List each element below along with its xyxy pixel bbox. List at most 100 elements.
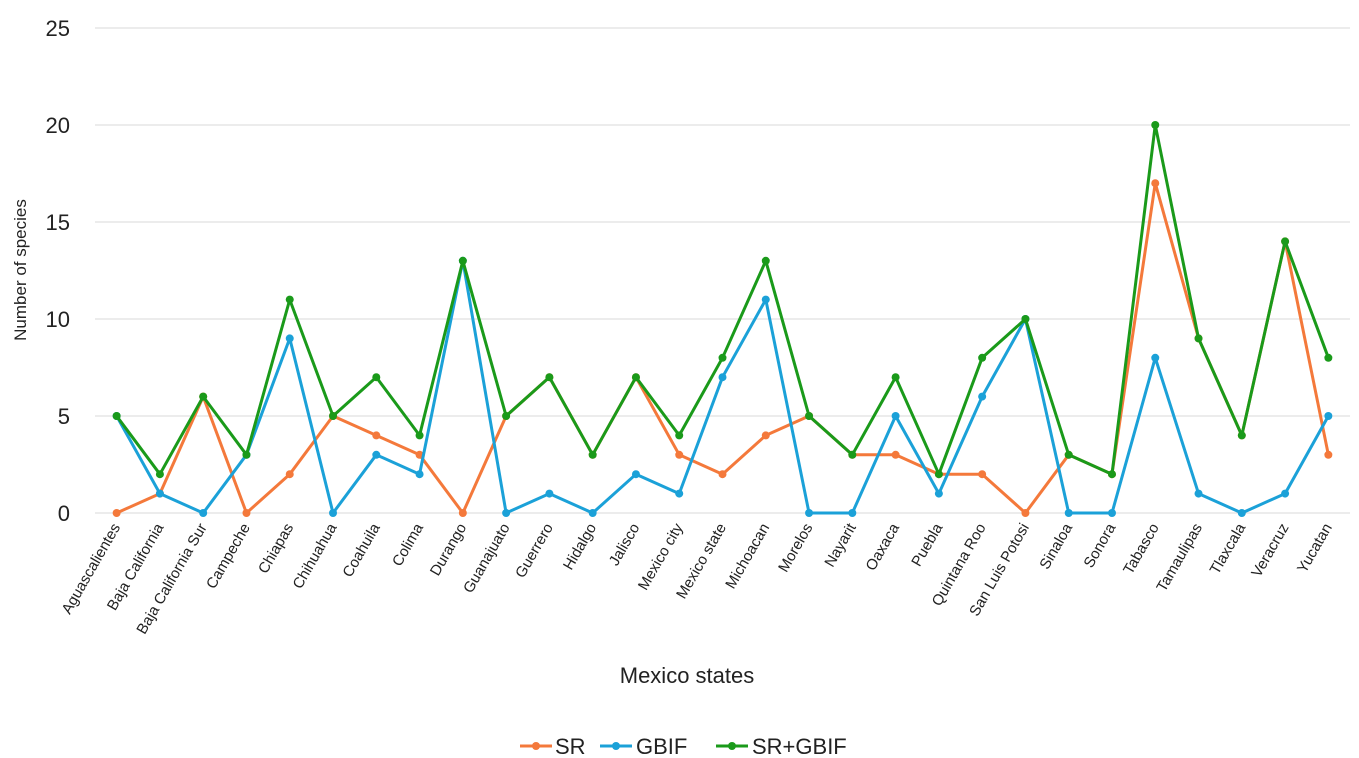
- data-point: [415, 431, 424, 440]
- x-tick-label: Yucatan: [1294, 521, 1336, 576]
- data-point: [285, 295, 294, 304]
- x-tick-label: Sinaloa: [1036, 520, 1076, 572]
- data-point: [805, 412, 814, 420]
- data-point: [1237, 431, 1246, 440]
- data-point: [1194, 334, 1203, 343]
- x-tick-label: Tabasco: [1120, 521, 1163, 578]
- data-point: [1324, 353, 1333, 362]
- y-tick-label: 15: [46, 210, 70, 235]
- data-point: [1107, 509, 1116, 517]
- data-point: [631, 373, 640, 382]
- data-point: [1021, 315, 1030, 323]
- data-point: [805, 509, 814, 517]
- data-point: [718, 353, 727, 362]
- data-point: [1064, 450, 1073, 459]
- legend-marker: [612, 742, 620, 750]
- data-point: [718, 470, 727, 479]
- data-point: [978, 470, 987, 479]
- data-point: [891, 373, 900, 382]
- data-point: [372, 431, 381, 440]
- data-point: [1281, 489, 1290, 498]
- data-point: [588, 509, 597, 517]
- data-point: [761, 256, 770, 265]
- data-point: [502, 412, 511, 420]
- y-axis-ticks: 0 5 10 15 20 25: [46, 16, 70, 526]
- x-tick-label: Nayarit: [821, 520, 860, 570]
- legend-marker: [532, 742, 540, 750]
- x-tick-label: Coahuila: [339, 520, 384, 580]
- data-point: [372, 450, 381, 459]
- data-point: [199, 392, 208, 401]
- x-tick-label: Veracruz: [1248, 521, 1292, 581]
- y-tick-label: 0: [58, 501, 70, 526]
- x-tick-label: Morelos: [775, 521, 816, 576]
- series-sr: [112, 179, 1333, 517]
- x-tick-label: Hidalgo: [560, 521, 600, 574]
- data-point: [329, 509, 338, 517]
- x-tick-label: Colima: [389, 520, 427, 569]
- data-point: [588, 450, 597, 459]
- legend-label: GBIF: [636, 734, 687, 758]
- gridlines: [95, 27, 1350, 514]
- data-point: [545, 373, 554, 382]
- data-point: [545, 489, 554, 498]
- x-tick-label: Sonora: [1081, 520, 1120, 571]
- data-point: [848, 509, 857, 517]
- data-point: [329, 412, 338, 420]
- data-point: [891, 412, 900, 420]
- data-point: [458, 509, 467, 517]
- data-point: [848, 450, 857, 459]
- y-tick-label: 10: [46, 307, 70, 332]
- data-point: [1324, 450, 1333, 459]
- y-tick-label: 20: [46, 113, 70, 138]
- x-tick-label: Puebla: [908, 520, 946, 570]
- legend-marker: [728, 742, 736, 750]
- x-tick-label: Guerrero: [512, 521, 557, 581]
- data-point: [502, 509, 511, 517]
- data-point: [1194, 489, 1203, 498]
- x-tick-label: Oaxaca: [862, 520, 903, 574]
- data-point: [155, 470, 164, 479]
- data-point: [934, 489, 943, 498]
- data-point: [1237, 509, 1246, 517]
- data-point: [242, 509, 251, 517]
- data-point: [934, 470, 943, 479]
- data-point: [1151, 121, 1160, 129]
- data-point: [155, 489, 164, 498]
- data-point: [1281, 237, 1290, 246]
- data-point: [1064, 509, 1073, 517]
- y-axis-title: Number of species: [11, 199, 30, 341]
- legend-entry: GBIF: [600, 734, 687, 758]
- data-point: [891, 450, 900, 459]
- legend-label: SR+GBIF: [752, 734, 847, 758]
- x-tick-label: Jalisco: [606, 521, 644, 569]
- data-point: [458, 256, 467, 265]
- series-sr-gbif: [112, 121, 1333, 479]
- data-point: [675, 431, 684, 440]
- y-tick-label: 5: [58, 404, 70, 429]
- x-tick-label: Chihuahua: [289, 520, 340, 592]
- data-point: [285, 470, 294, 479]
- x-tick-label: Tamaulipas: [1153, 521, 1206, 595]
- data-point: [761, 431, 770, 440]
- x-axis-title: Mexico states: [620, 663, 755, 688]
- data-point: [285, 334, 294, 343]
- legend-entry: SR+GBIF: [716, 734, 847, 758]
- series-line: [115, 123, 1330, 476]
- data-point: [112, 509, 121, 517]
- data-point: [978, 353, 987, 362]
- data-point: [242, 450, 251, 459]
- data-point: [1021, 509, 1030, 517]
- x-tick-label: Chiapas: [255, 521, 297, 577]
- x-tick-label: Michoacan: [722, 521, 773, 592]
- legend: SR GBIF SR+GBIF: [520, 734, 847, 758]
- x-tick-label: Campeche: [203, 521, 254, 592]
- series-line: [116, 181, 1330, 515]
- data-point: [761, 295, 770, 304]
- data-point: [112, 412, 121, 420]
- data-point: [1151, 353, 1160, 362]
- series-lines: [112, 121, 1333, 517]
- data-point: [372, 373, 381, 382]
